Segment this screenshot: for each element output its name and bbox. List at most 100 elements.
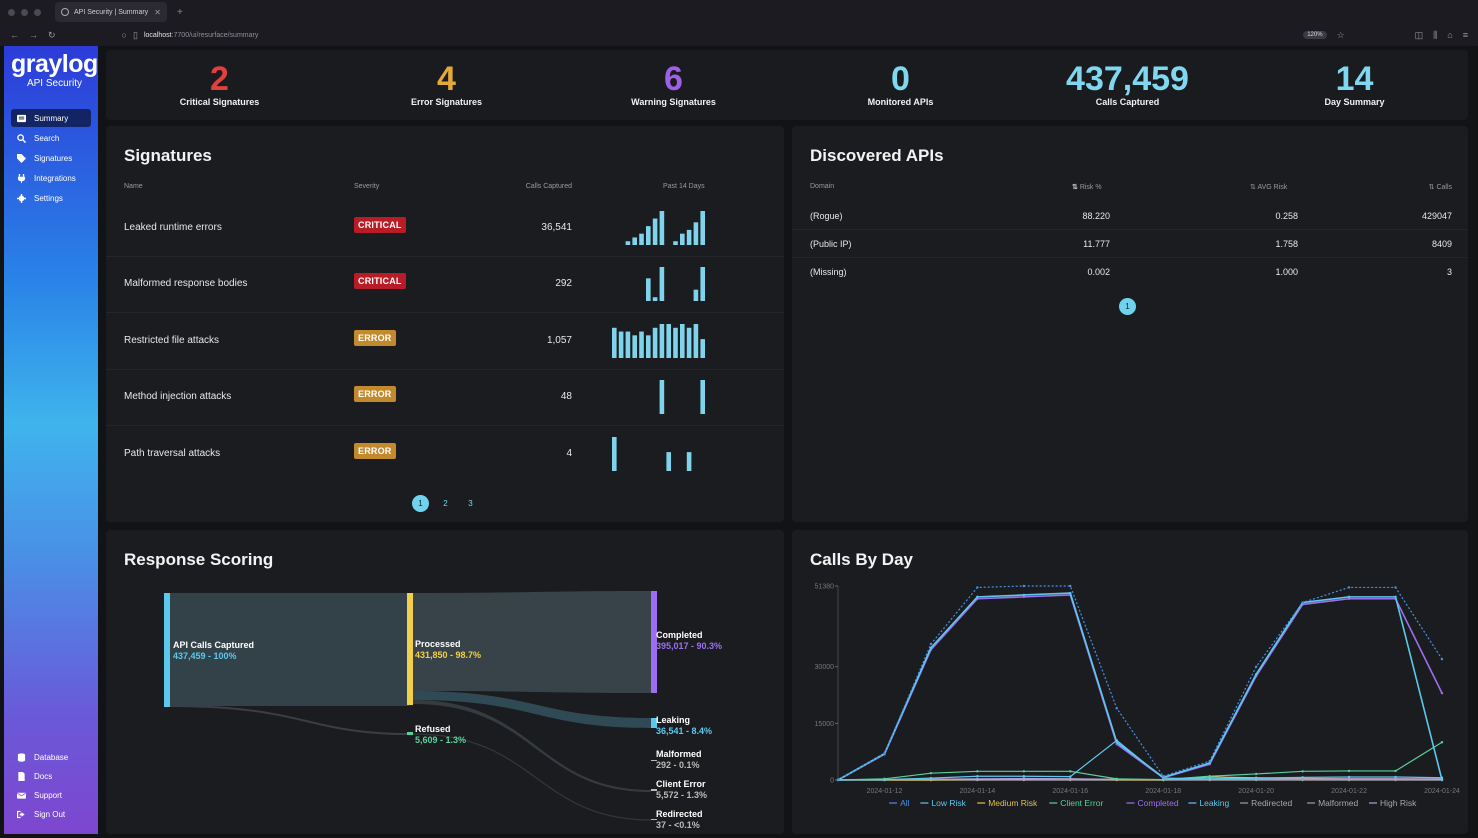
sparkline-bar [652,297,658,302]
data-point [1394,775,1397,779]
back-icon[interactable]: ← [10,30,19,40]
legend-item[interactable]: Leaking [1188,798,1229,808]
legend-item[interactable]: Low Risk [920,798,967,808]
column-header-risk[interactable]: ⇅ Risk % [1072,183,1102,191]
page-button[interactable]: 1 [1119,298,1136,315]
apis-pagination: 1 [1119,298,1136,315]
table-row[interactable]: (Missing) 0.002 1.000 3 [792,258,1468,286]
discovered-apis-card: Discovered APIs Domain ⇅ Risk % ⇅ AVG Ri… [792,126,1468,522]
node-redirected[interactable] [651,819,657,820]
page-button[interactable]: 2 [443,499,448,508]
sidebar: graylog API Security Summary Search Sign… [4,46,98,834]
legend-label: High Risk [1380,798,1417,808]
sparkline-bar [652,327,658,358]
stat-day-summary[interactable]: 14 Day Summary [1241,50,1468,120]
stat-calls-captured[interactable]: 437,459 Calls Captured [1014,50,1241,120]
sidebar-item-integrations[interactable]: Integrations [11,169,91,187]
table-row[interactable]: Method injection attacks ERROR 48 [106,370,784,427]
table-row[interactable]: Path traversal attacks ERROR 4 [106,427,784,483]
sidebar-item-label: Settings [34,193,63,203]
stat-critical-signatures[interactable]: 2 Critical Signatures [106,50,333,120]
data-point [1208,777,1211,781]
column-header-severity[interactable]: Severity [354,183,380,190]
data-point [1069,770,1072,773]
table-row[interactable]: Leaked runtime errors CRITICAL 36,541 [106,201,784,257]
stats-bar: 2 Critical Signatures 4 Error Signatures… [106,50,1468,120]
legend-item[interactable]: High Risk [1369,798,1417,808]
column-header-avg-risk[interactable]: ⇅ AVG Risk [1250,183,1287,191]
legend-item[interactable]: Client Error [1049,798,1103,808]
signatures-pagination: 1 2 3 [412,495,479,512]
sidebar-item-settings[interactable]: Settings [11,189,91,207]
data-point [1347,775,1351,779]
data-point [976,770,979,773]
sidebar-item-support[interactable]: Support [11,786,91,804]
new-tab-icon[interactable]: + [177,6,183,18]
page-button[interactable]: 3 [468,499,473,508]
table-row[interactable]: (Public IP) 11.777 1.758 8409 [792,230,1468,258]
series-line-low-risk [837,592,1443,781]
node-processed[interactable] [407,593,413,705]
stat-error-signatures[interactable]: 4 Error Signatures [333,50,560,120]
address-bar: ← → ↻ ○ ▯ localhost:7700/ui/resurface/su… [0,24,1478,46]
reload-icon[interactable]: ↻ [48,29,56,40]
url-field[interactable]: ○ ▯ localhost:7700/ui/resurface/summary [122,30,259,41]
data-point [1347,769,1351,773]
pocket-icon[interactable]: ◫ [1414,29,1424,40]
node-leaking[interactable] [651,718,657,728]
node-client-error[interactable] [651,789,657,791]
data-point [1254,673,1258,676]
sidebar-item-signatures[interactable]: Signatures [11,149,91,167]
cell-calls: 48 [560,391,572,403]
severity-badge: ERROR [354,329,396,346]
data-point [1115,741,1118,744]
stat-monitored-apis[interactable]: 0 Monitored APIs [787,50,1014,120]
column-header-label: Calls [1436,184,1452,191]
table-row[interactable]: Restricted file attacks ERROR 1,057 [106,314,784,370]
logo[interactable]: graylog API Security [4,46,98,90]
legend-item[interactable]: All [889,798,910,808]
sidebar-item-sign-out[interactable]: Sign Out [11,805,91,823]
column-header-domain[interactable]: Domain [810,183,835,190]
node-malformed[interactable] [651,760,657,761]
bookmark-star-icon[interactable]: ☆ [1336,29,1345,40]
browser-tab[interactable]: API Security | Summary ✕ [55,2,167,22]
node-refused[interactable] [407,732,413,735]
tab-close-icon[interactable]: ✕ [154,7,161,17]
card-title: Calls By Day [810,550,913,569]
legend-item[interactable]: Redirected [1240,798,1292,808]
cell-calls: 4 [566,447,572,459]
table-row[interactable]: Malformed response bodies CRITICAL 292 [106,257,784,314]
sidebar-item-summary[interactable]: Summary [11,109,91,127]
stat-warning-signatures[interactable]: 6 Warning Signatures [560,50,787,120]
node-label: Refused [415,724,451,734]
library-icon[interactable]: ⫼ [1433,29,1438,40]
sparkline-bar [646,335,651,358]
signatures-card: Signatures Name Severity Calls Captured … [106,126,784,522]
node-completed[interactable] [651,591,657,693]
y-tick-label: 30000 [815,664,835,671]
data-point [1394,595,1397,599]
zoom-level[interactable]: 120% [1303,31,1327,39]
sidebar-item-docs[interactable]: Docs [11,767,91,785]
sidebar-item-database[interactable]: Database [11,748,91,766]
extensions-icon[interactable]: ⌂ [1447,30,1453,40]
window-controls[interactable] [8,8,41,16]
legend-item[interactable]: Completed [1126,798,1179,808]
table-row[interactable]: (Rogue) 88.220 0.258 429047 [792,202,1468,230]
forward-icon[interactable]: → [29,30,38,40]
node-api-calls-captured[interactable] [164,593,170,707]
page-button[interactable]: 1 [412,495,429,512]
sparkline-bar [686,229,692,245]
data-point [1440,778,1444,782]
column-header-calls[interactable]: Calls Captured [525,183,572,190]
sparkline-bar [686,451,692,471]
menu-icon[interactable]: ≡ [1462,30,1468,40]
data-point [1440,691,1444,695]
legend-item[interactable]: Malformed [1307,798,1359,808]
legend-label: All [900,798,910,808]
sidebar-item-search[interactable]: Search [11,129,91,147]
column-header-calls[interactable]: ⇅ Calls [1429,183,1452,191]
column-header-name[interactable]: Name [124,183,143,190]
legend-item[interactable]: Medium Risk [977,798,1038,808]
